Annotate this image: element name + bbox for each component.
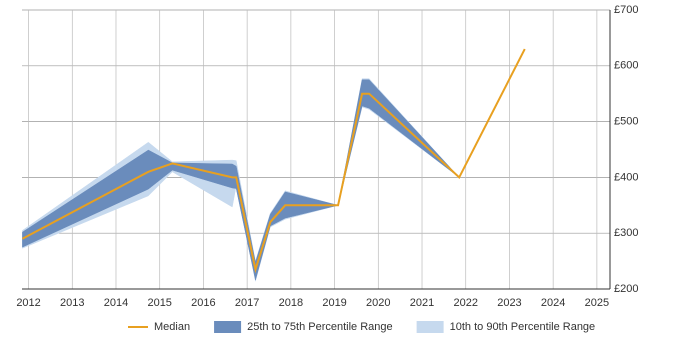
x-tick-label: 2024 — [541, 297, 565, 309]
x-tick-label: 2021 — [410, 297, 434, 309]
legend-label: 10th to 90th Percentile Range — [450, 321, 596, 333]
x-tick-label: 2015 — [147, 297, 171, 309]
y-tick-label: £200 — [614, 283, 638, 295]
x-tick-label: 2023 — [497, 297, 521, 309]
median-line — [21, 48, 526, 274]
y-tick-label: £700 — [614, 4, 638, 16]
legend-label: 25th to 75th Percentile Range — [247, 321, 393, 333]
legend-swatch — [416, 321, 444, 333]
x-tick-label: 2019 — [322, 297, 346, 309]
legend-swatch — [214, 321, 242, 333]
y-tick-label: £400 — [614, 171, 638, 183]
x-tick-label: 2022 — [453, 297, 477, 309]
x-tick-label: 2012 — [16, 297, 40, 309]
y-tick-label: £300 — [614, 227, 638, 239]
x-tick-label: 2017 — [235, 297, 259, 309]
x-tick-label: 2014 — [104, 297, 128, 309]
legend-label: Median — [154, 321, 190, 333]
x-tick-label: 2025 — [585, 297, 609, 309]
y-tick-label: £600 — [614, 60, 638, 72]
x-tick-label: 2013 — [60, 297, 84, 309]
x-tick-label: 2016 — [191, 297, 215, 309]
x-tick-label: 2020 — [366, 297, 390, 309]
x-tick-label: 2018 — [279, 297, 303, 309]
y-tick-label: £500 — [614, 116, 638, 128]
plot-area — [22, 10, 610, 289]
